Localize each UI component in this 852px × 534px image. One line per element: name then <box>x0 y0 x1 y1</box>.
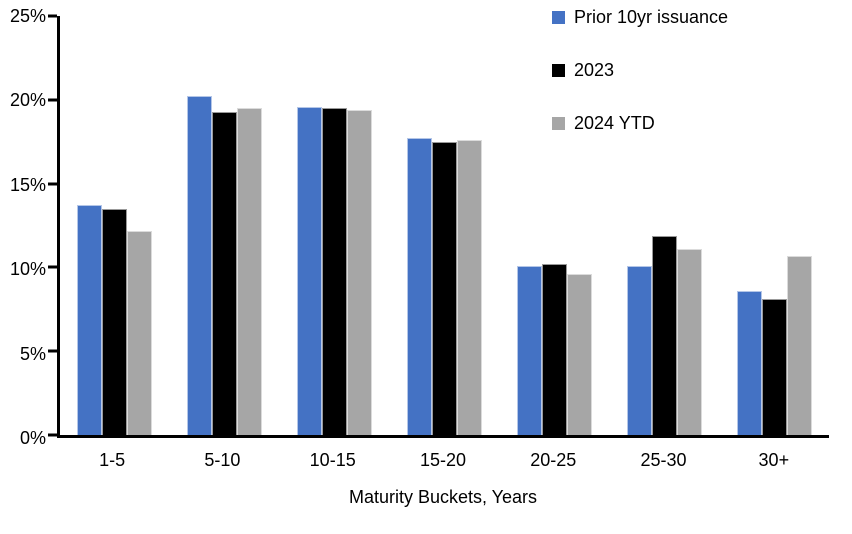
legend-item: 2024 YTD <box>552 112 728 134</box>
x-tick-label: 5-10 <box>204 450 241 470</box>
bar-group-20-25 <box>499 16 609 435</box>
bar-prior-10yr-issuance-5-10 <box>187 96 213 435</box>
bar-2023-1-5 <box>102 208 128 435</box>
bar-group-5-10 <box>170 16 280 435</box>
y-tick-mark <box>48 14 57 18</box>
bar-2023-30+ <box>761 299 787 435</box>
plot-area <box>48 14 829 438</box>
bar-2024-ytd-20-25 <box>566 274 592 435</box>
bar-group-10-15 <box>280 16 390 435</box>
y-tick-label: 20% <box>9 90 46 111</box>
bar-prior-10yr-issuance-25-30 <box>626 265 652 435</box>
x-tick-label: 1-5 <box>99 450 126 470</box>
bar-group-1-5 <box>60 16 170 435</box>
bar-groups <box>60 16 829 435</box>
bar-prior-10yr-issuance-10-15 <box>297 106 323 435</box>
bar-2023-25-30 <box>651 235 677 435</box>
x-tick-label: 10-15 <box>309 450 356 470</box>
y-axis-labels: 0% 5% 10% 15% 20% 25% <box>0 7 46 447</box>
x-tick-label: 30+ <box>758 450 790 470</box>
bar-2024-ytd-10-15 <box>347 109 373 435</box>
y-tick-label: 10% <box>9 259 46 280</box>
y-tick-mark <box>48 349 57 353</box>
bar-2024-ytd-5-10 <box>237 108 263 435</box>
bar-2024-ytd-25-30 <box>676 248 702 435</box>
bar-prior-10yr-issuance-30+ <box>736 290 762 435</box>
bar-prior-10yr-issuance-15-20 <box>407 138 432 435</box>
x-tick-label: 20-25 <box>530 450 577 470</box>
bar-prior-10yr-issuance-1-5 <box>77 205 103 435</box>
x-tick-label: 25-30 <box>640 450 687 470</box>
x-axis-title: Maturity Buckets, Years <box>348 487 538 507</box>
y-tick-label: 0% <box>19 428 46 448</box>
y-tick-mark <box>48 265 57 269</box>
legend-label: Prior 10yr issuance <box>574 7 729 27</box>
legend-swatch-icon <box>552 11 565 25</box>
bar-prior-10yr-issuance-20-25 <box>516 265 542 435</box>
legend-label: 2023 <box>574 59 615 80</box>
x-axis-labels: 1-5 5-10 10-15 15-20 20-25 25-30 30+ <box>57 450 829 471</box>
legend: Prior 10yr issuance 2023 2024 YTD <box>552 7 729 134</box>
bar-2024-ytd-15-20 <box>457 140 482 435</box>
y-tick-mark <box>48 98 57 102</box>
y-tick-label: 5% <box>19 343 46 364</box>
legend-swatch-icon <box>552 116 565 130</box>
bar-2024-ytd-1-5 <box>127 230 153 435</box>
legend-label: 2024 YTD <box>574 112 655 133</box>
y-tick-mark <box>48 433 57 437</box>
legend-item: 2023 <box>552 59 728 81</box>
bar-2023-5-10 <box>212 111 238 435</box>
y-tick-mark <box>48 182 57 186</box>
bar-2023-15-20 <box>432 141 457 435</box>
bar-group-30+ <box>719 16 829 435</box>
y-tick-label: 25% <box>9 6 46 26</box>
x-tick-label: 15-20 <box>419 450 466 470</box>
bar-2023-10-15 <box>322 108 348 435</box>
bar-2023-20-25 <box>541 264 567 435</box>
legend-item: Prior 10yr issuance <box>552 7 729 28</box>
y-tick-label: 15% <box>9 174 46 195</box>
bar-2024-ytd-30+ <box>786 255 812 435</box>
bar-group-15-20 <box>390 16 500 435</box>
legend-swatch-icon <box>552 64 565 78</box>
bar-group-25-30 <box>609 16 719 435</box>
